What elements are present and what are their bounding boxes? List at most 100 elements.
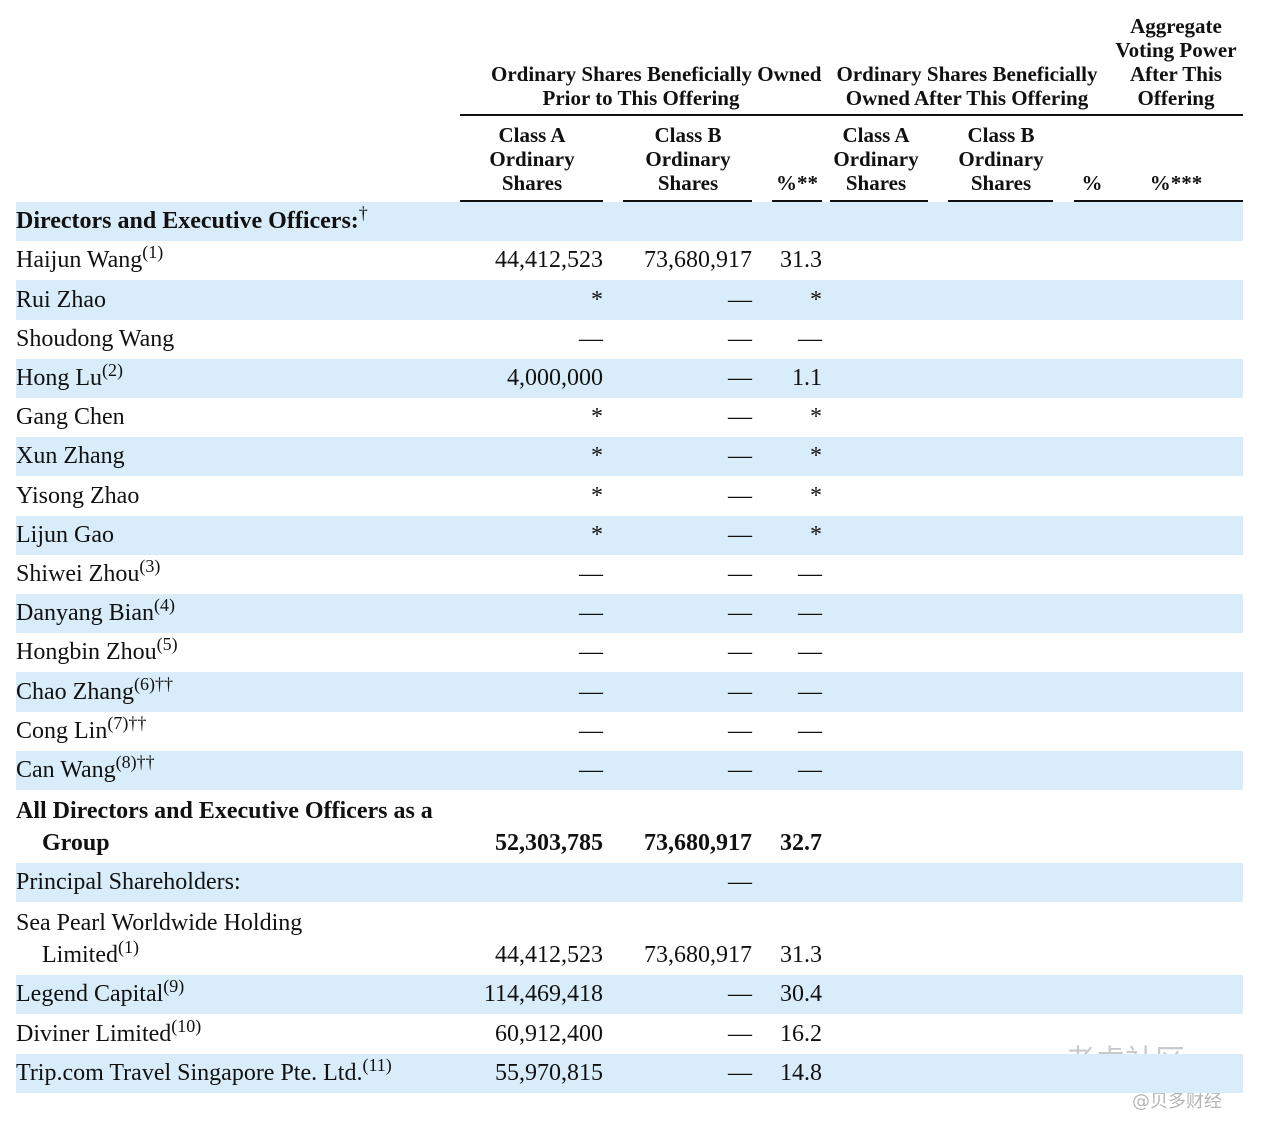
table-row — [16, 437, 1243, 477]
footnote-marker: (6)†† — [133, 673, 173, 694]
cell-value: — — [798, 325, 822, 352]
column-rule — [460, 200, 603, 202]
column-rule — [830, 200, 928, 202]
column-header: Class A — [498, 123, 566, 147]
group-header: Voting Power — [1115, 38, 1237, 62]
cell-value: * — [810, 404, 822, 431]
cell-value: 60,912,400 — [495, 1020, 603, 1047]
row-label: Legend Capital(9) — [16, 976, 185, 1008]
row-label: Hongbin Zhou(5) — [16, 634, 178, 666]
row-label: Hong Lu(2) — [16, 360, 123, 391]
cell-value: — — [579, 717, 603, 744]
cell-value: * — [810, 443, 822, 470]
cell-value: — — [728, 561, 752, 587]
cell-value: 73,680,917 — [644, 830, 752, 856]
cell-value: — — [579, 561, 603, 587]
cell-value: 55,970,815 — [495, 1059, 603, 1086]
cell-value: * — [810, 521, 822, 548]
footnote-marker: (4) — [153, 595, 175, 616]
table-row — [16, 672, 1243, 712]
table-row — [16, 241, 1243, 280]
cell-value: 30.4 — [780, 981, 822, 1008]
column-rule — [1110, 200, 1243, 202]
row-label: Sea Pearl Worldwide Holding — [16, 910, 303, 937]
cell-value: — — [798, 678, 822, 705]
table-row — [16, 280, 1243, 320]
column-header: Ordinary — [645, 147, 731, 171]
cell-value: * — [810, 286, 822, 313]
table-row — [16, 633, 1243, 672]
column-rule — [623, 200, 752, 202]
cell-value: — — [798, 639, 822, 666]
row-label: Gang Chen — [16, 404, 125, 431]
cell-value: — — [728, 869, 752, 896]
footnote-marker: (1) — [117, 937, 139, 958]
column-header: Shares — [970, 171, 1032, 195]
footnote-marker: (5) — [156, 634, 178, 655]
column-rule — [948, 200, 1053, 202]
cell-value: — — [728, 325, 752, 352]
cell-value: — — [579, 639, 603, 666]
footnote-marker: (10) — [171, 1015, 202, 1036]
column-header: %*** — [1149, 171, 1203, 195]
cell-value: — — [579, 325, 603, 352]
footnote-marker: (1) — [142, 242, 164, 263]
cell-value: 31.3 — [780, 247, 822, 274]
cell-value: 44,412,523 — [495, 942, 603, 969]
table-row — [16, 863, 1243, 903]
footnote-marker: (8)†† — [115, 752, 155, 772]
cell-value: — — [798, 561, 822, 587]
cell-value: — — [728, 678, 752, 705]
cell-value: — — [728, 757, 752, 783]
cell-value: 114,469,418 — [483, 981, 603, 1008]
cell-value: — — [728, 1059, 752, 1086]
row-label: Danyang Bian(4) — [16, 595, 175, 627]
table-row — [16, 594, 1243, 634]
row-label: Chao Zhang(6)†† — [16, 673, 173, 705]
cell-value: — — [728, 1020, 752, 1047]
table-row — [16, 202, 1243, 242]
column-header: % — [1081, 171, 1103, 195]
row-label: Lijun Gao — [16, 521, 114, 548]
column-header: %** — [776, 171, 818, 195]
row-label: Group — [42, 830, 110, 856]
cell-value: — — [728, 404, 752, 431]
column-header: Class B — [654, 123, 722, 147]
cell-value: — — [579, 678, 603, 705]
cell-value: — — [728, 639, 752, 666]
row-label: Shiwei Zhou(3) — [16, 556, 161, 587]
cell-value: — — [579, 757, 603, 783]
group-header: Aggregate — [1130, 14, 1222, 38]
footnote-marker: (7)†† — [107, 712, 147, 733]
cell-value: — — [728, 600, 752, 627]
table-row — [16, 975, 1243, 1015]
row-label: Principal Shareholders: — [16, 869, 241, 896]
row-label: Yisong Zhao — [16, 482, 140, 509]
cell-value: 32.7 — [780, 830, 822, 856]
group-header: Prior to This Offering — [542, 86, 740, 110]
column-header: Class B — [967, 123, 1035, 147]
cell-value: — — [728, 443, 752, 470]
table-row — [16, 358, 1243, 398]
group-header: Offering — [1137, 86, 1215, 110]
cell-value: * — [591, 521, 603, 548]
cell-value: * — [591, 404, 603, 431]
table-row — [16, 320, 1243, 359]
group-header: Ordinary Shares Beneficially — [836, 62, 1098, 86]
cell-value: 1.1 — [792, 365, 822, 391]
row-label: Rui Zhao — [16, 286, 106, 313]
cell-value: 44,412,523 — [495, 247, 603, 274]
row-label: Limited(1) — [42, 937, 139, 969]
cell-value: 73,680,917 — [644, 247, 752, 274]
column-rule — [1074, 200, 1110, 202]
row-label: Xun Zhang — [16, 443, 125, 470]
group-rule — [460, 114, 826, 116]
row-label: Directors and Executive Officers:† — [16, 203, 368, 235]
row-label: Can Wang(8)†† — [16, 752, 155, 783]
row-label: Diviner Limited(10) — [16, 1015, 202, 1047]
cell-value: — — [798, 600, 822, 627]
group-header: Owned After This Offering — [845, 86, 1089, 110]
footnote-marker: (9) — [163, 976, 185, 997]
group-rule — [826, 114, 1112, 116]
cell-value: — — [798, 757, 822, 783]
